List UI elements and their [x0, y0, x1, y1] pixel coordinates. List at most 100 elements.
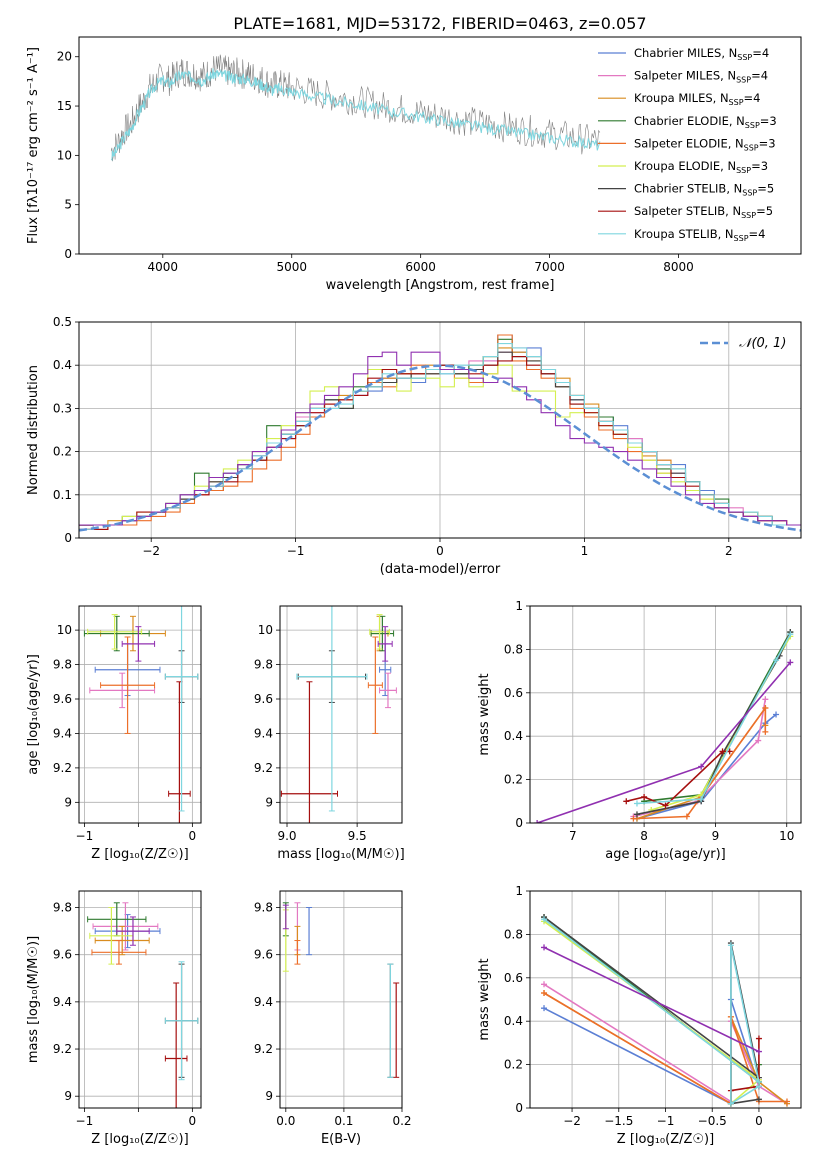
y-tick-label: 0.8	[504, 642, 523, 656]
x-axis-label: E(B-V)	[321, 1132, 361, 1147]
weight-marker	[541, 989, 548, 996]
x-tick-label: 9.5	[348, 829, 367, 843]
weight-series-line	[636, 713, 777, 820]
y-tick-label: 9.8	[254, 901, 273, 915]
weight-marker	[762, 728, 769, 735]
axes-frame	[78, 605, 202, 824]
weight-marker	[698, 796, 705, 803]
y-tick-label: 9.6	[53, 692, 72, 706]
x-tick-label: −1.5	[604, 1114, 633, 1128]
y-tick-label: 20	[57, 50, 72, 64]
x-tick-label: −2	[563, 1114, 581, 1128]
errorbar-point	[379, 672, 397, 709]
x-axis-label: Z [log₁₀(Z/Z☉)]	[617, 1132, 714, 1147]
mass-vs-Z-chart: −1 0 9 9.2 9.4 9.6 9.8 Z [log₁₀(Z/Z☉)] mass [log…	[26, 890, 202, 1147]
y-axis-label: Normed distribution	[26, 365, 41, 495]
y-tick-label: 0.8	[504, 927, 523, 941]
x-axis-label: Z [log₁₀(Z/Z☉)]	[91, 1132, 188, 1147]
weight-marker	[787, 631, 794, 638]
y-tick-label: 9.2	[53, 761, 72, 775]
errorbar-point	[387, 963, 394, 1078]
y-tick-label: 10	[57, 623, 72, 637]
weight-marker	[541, 944, 548, 951]
x-axis-label: mass [log₁₀(M/M☉)]	[277, 847, 404, 862]
errorbar-point	[294, 940, 301, 965]
y-tick-label: 1	[515, 884, 523, 898]
x-tick-label: −1	[287, 544, 305, 558]
weight-marker	[783, 1098, 790, 1105]
y-tick-label: 9.2	[254, 761, 273, 775]
x-tick-label: 0.0	[276, 1114, 295, 1128]
weight-series-line	[636, 633, 792, 805]
mass-vs-EBV-chart: 0.0 0.1 0.2 9 9.2 9.4 9.6 9.8 E(B-V)	[254, 890, 412, 1147]
errorbar-point	[393, 982, 400, 1078]
y-tick-label: 9	[265, 1089, 273, 1103]
x-tick-label: 9.0	[277, 829, 296, 843]
errorbar-point	[89, 907, 134, 965]
y-tick-label: 10	[258, 623, 273, 637]
spectrum-legend: Chabrier MILES, NSSP=4 Salpeter MILES, NS…	[598, 46, 777, 243]
x-tick-label: −1	[76, 829, 94, 843]
weight-marker	[762, 704, 769, 711]
y-axis-label: mass [log₁₀(M/M☉)]	[26, 936, 41, 1063]
errorbar-point	[306, 907, 313, 956]
x-tick-label: −0.5	[698, 1114, 727, 1128]
y-tick-label: 9	[64, 1089, 72, 1103]
weight-series-line	[633, 705, 767, 820]
weight-plot-area	[541, 914, 790, 1107]
weight-marker	[623, 798, 630, 805]
axes-frame	[279, 890, 403, 1109]
y-tick-label: 9.2	[254, 1042, 273, 1056]
weight-marker	[719, 748, 726, 755]
y-tick-label: 9.4	[254, 726, 273, 740]
weight-marker	[755, 1035, 762, 1042]
x-tick-label: 0.2	[392, 1114, 411, 1128]
y-tick-label: 0	[64, 247, 72, 261]
x-tick-label: −1	[76, 1114, 94, 1128]
weight-marker	[755, 737, 762, 744]
weight-marker	[773, 657, 780, 664]
axes-frame	[78, 36, 802, 255]
errorbar-point	[296, 606, 368, 812]
figure-title: PLATE=1681, MJD=53172, FIBERID=0463, z=0…	[233, 14, 646, 33]
y-tick-label: 9.4	[53, 995, 72, 1009]
data-spectrum-line	[110, 54, 601, 162]
errorbar-plot-area	[83, 606, 199, 823]
errorbar-point	[92, 902, 159, 951]
x-tick-label: 0.1	[334, 1114, 353, 1128]
x-tick-label: 9	[712, 829, 720, 843]
errorbar-plot-area	[87, 902, 199, 1108]
y-tick-label: 0.2	[504, 773, 523, 787]
legend-entry: Salpeter STELIB, NSSP=5	[634, 204, 773, 220]
age-vs-mass-chart: 9.0 9.5 9 9.2 9.4 9.6 9.8 10 mass [log₁₀(M/M☉)]	[254, 605, 405, 862]
x-tick-label: 7	[569, 829, 577, 843]
residuals-plot-area	[79, 334, 801, 532]
y-tick-label: 0.2	[504, 1058, 523, 1072]
errorbar-plot-area	[282, 902, 400, 1078]
legend-entry: Kroupa ELODIE, NSSP=3	[634, 159, 768, 175]
age-vs-Z-chart: −1 0 9 9.2 9.4 9.6 9.8 10 Z [log₁₀(Z/Z☉)] age [lo…	[26, 605, 202, 862]
model-spectrum-line	[110, 68, 601, 161]
weight-marker	[727, 942, 734, 949]
y-axis-label: mass weight	[477, 673, 492, 755]
x-tick-label: 0	[189, 829, 197, 843]
weight-marker	[683, 813, 690, 820]
errorbar-point	[121, 626, 156, 662]
weight-marker	[633, 800, 640, 807]
weight-marker	[534, 820, 541, 823]
y-tick-label: 9.4	[53, 726, 72, 740]
y-tick-label: 0	[64, 531, 72, 545]
errorbar-point	[87, 614, 143, 650]
errorbar-point	[89, 672, 156, 709]
x-tick-label: 4000	[148, 260, 179, 274]
weight-plot-area	[534, 629, 794, 823]
weight-vs-age-chart: 7 8 9 10 0 0.2 0.4 0.6 0.8 1 age [log₁₀(age/yr)] ma…	[477, 599, 802, 862]
y-tick-label: 0.3	[53, 401, 72, 415]
errorbar-point	[91, 940, 147, 965]
errorbar-point	[116, 916, 150, 946]
spectrum-plot-area	[110, 54, 601, 162]
y-tick-label: 9.8	[53, 901, 72, 915]
weight-marker	[541, 1005, 548, 1012]
x-axis-label: wavelength [Angstrom, rest frame]	[326, 278, 555, 293]
